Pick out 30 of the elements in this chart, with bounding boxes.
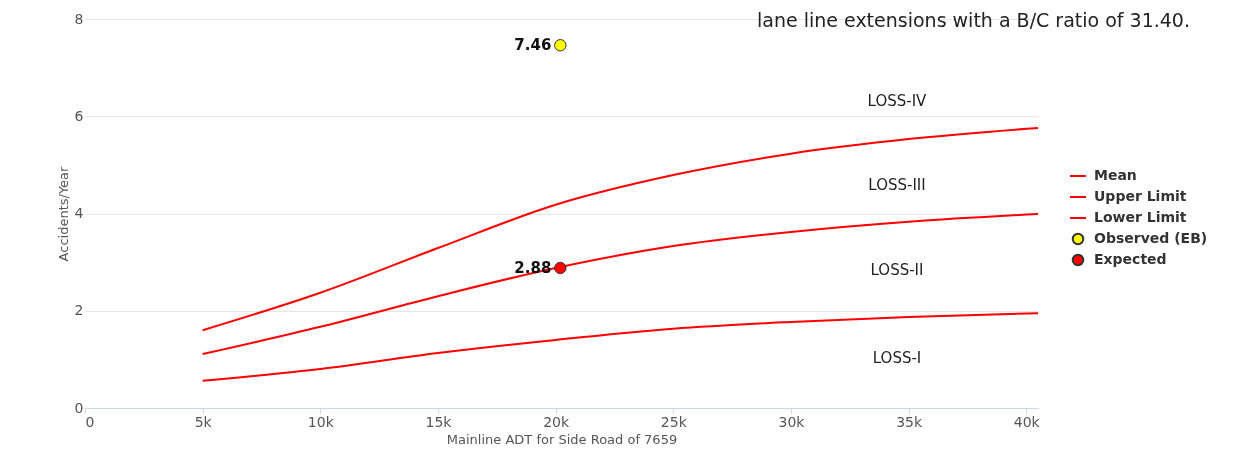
x-tick-label: 10k — [307, 413, 335, 430]
legend-label: Expected — [1094, 251, 1167, 267]
annotation: LOSS-IV — [867, 92, 928, 110]
x-tick-label: 25k — [660, 413, 688, 430]
y-tick-label: 6 — [74, 107, 84, 124]
x-axis-title: Mainline ADT for Side Road of 7659 — [446, 431, 678, 447]
y-tick-label: 8 — [74, 10, 84, 27]
legend-label: Observed (EB) — [1094, 230, 1208, 246]
data-label: 7.46 — [514, 36, 552, 55]
line-series — [201, 312, 1039, 382]
annotation: LOSS-I — [872, 349, 922, 367]
annotation: lane line extensions with a B/C ratio of 31.40. — [757, 9, 1190, 31]
y-tick-label: 2 — [74, 302, 84, 319]
annotation: LOSS-II — [870, 261, 924, 279]
y-axis-title: Accidents/Year — [55, 165, 71, 262]
y-tick-label: 4 — [74, 205, 84, 221]
legend-label: Upper Limit — [1094, 188, 1187, 204]
x-tick-label: 0 — [85, 413, 95, 430]
legend-label: Lower Limit — [1094, 209, 1187, 225]
x-tick-label: 40k — [1013, 413, 1041, 430]
x-tick-label: 20k — [543, 413, 570, 430]
legend-label: Mean — [1094, 167, 1137, 183]
x-tick-label: 15k — [425, 413, 453, 430]
x-tick-label: 5k — [194, 413, 213, 430]
line-series — [201, 126, 1039, 332]
x-tick-label: 35k — [896, 413, 923, 430]
data-label: 2.88 — [514, 258, 552, 277]
annotation: LOSS-III — [868, 176, 926, 194]
x-tick-label: 30k — [778, 413, 806, 430]
y-tick-label: 0 — [74, 399, 84, 416]
